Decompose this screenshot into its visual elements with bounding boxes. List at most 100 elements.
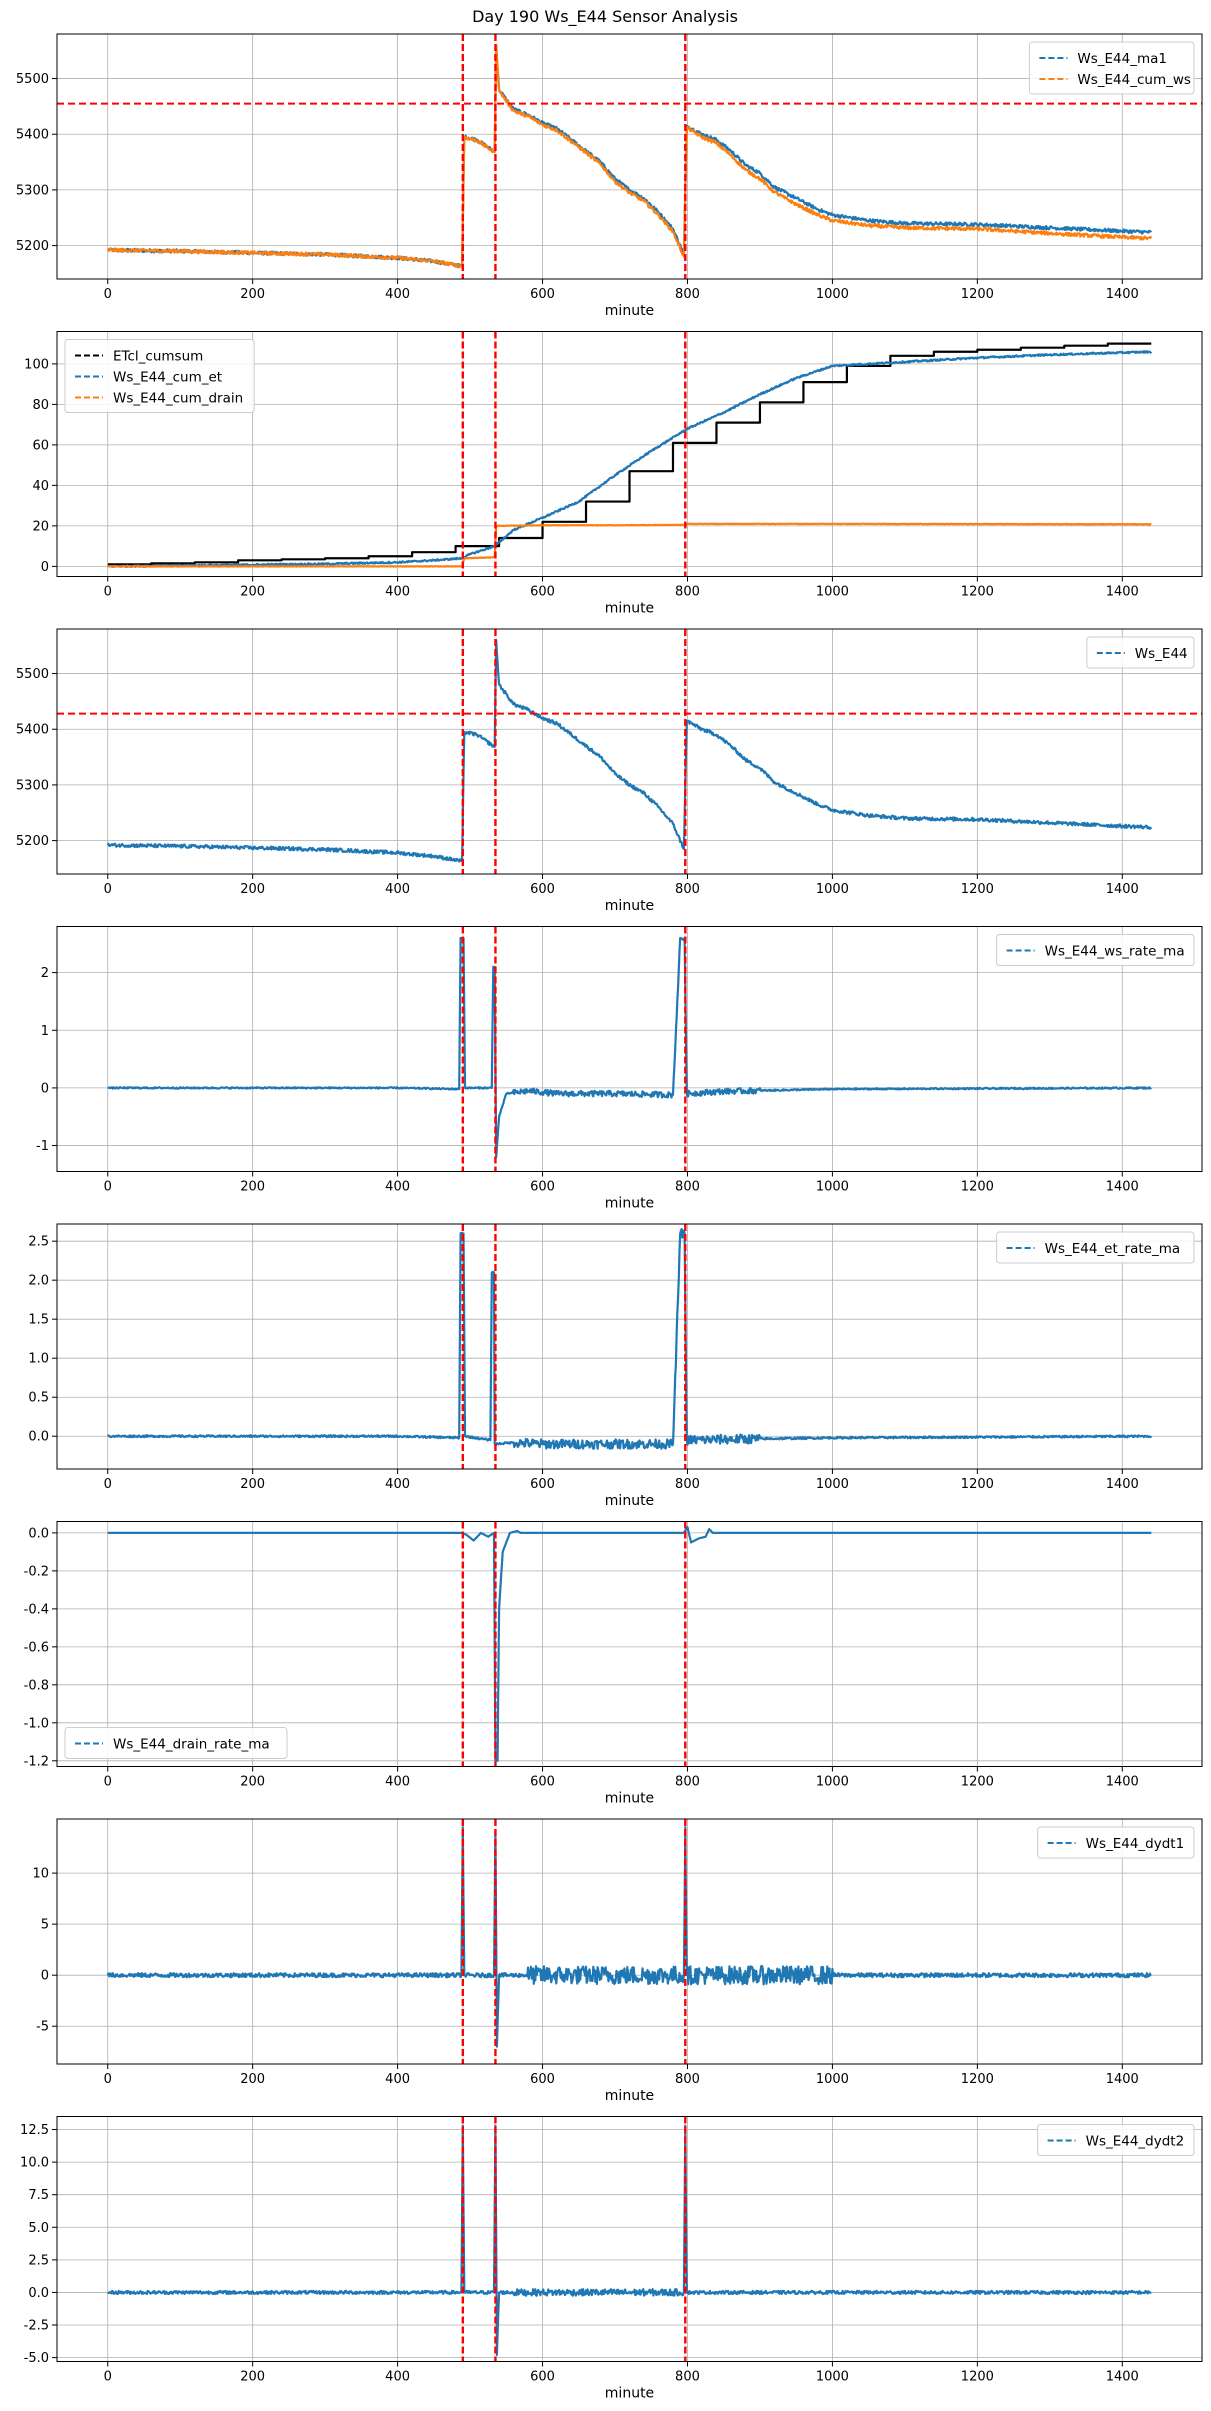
y-tick-label: 2.5 bbox=[28, 1235, 49, 1250]
y-tick-label: 5500 bbox=[16, 667, 49, 682]
series-line-Ws_E44_cum_ws bbox=[106, 44, 1153, 269]
x-tick-label: 400 bbox=[385, 1477, 410, 1492]
y-tick-label: 12.5 bbox=[20, 2123, 49, 2138]
legend: Ws_E44_drain_rate_ma bbox=[64, 1727, 288, 1759]
x-tick-label: 400 bbox=[385, 882, 410, 897]
plot-area bbox=[107, 331, 1153, 577]
y-tick-label: 0.5 bbox=[28, 1391, 49, 1406]
x-tick-label: 1400 bbox=[1106, 287, 1139, 302]
y-tick-label: 40 bbox=[32, 479, 49, 494]
figure-title: Day 190 Ws_E44 Sensor Analysis bbox=[472, 7, 738, 27]
y-tick-label: 5300 bbox=[16, 778, 49, 793]
x-tick-label: 1200 bbox=[961, 1477, 994, 1492]
y-tick-label: -1.0 bbox=[24, 1716, 49, 1731]
x-tick-label: 0 bbox=[104, 2072, 112, 2087]
axes-frame bbox=[56, 926, 1203, 1172]
y-tick-label: 2 bbox=[41, 966, 49, 981]
legend: ETcl_cumsum Ws_E44_cum_et Ws_E44_cum_drain bbox=[64, 339, 255, 413]
series-line-Ws_E44_dydt1 bbox=[106, 1826, 1152, 2048]
x-tick-label: 200 bbox=[240, 287, 265, 302]
y-tick-label: 0 bbox=[41, 1081, 49, 1096]
x-tick-label: 400 bbox=[385, 2072, 410, 2087]
x-tick-label: 400 bbox=[385, 2370, 410, 2385]
x-axis-label: minute bbox=[605, 1791, 654, 1807]
legend-box bbox=[1037, 1826, 1195, 1859]
x-tick-label: 1200 bbox=[961, 2370, 994, 2385]
y-tick-label: -0.2 bbox=[24, 1564, 49, 1579]
x-tick-label: 600 bbox=[530, 2370, 555, 2385]
y-tick-label: -5.0 bbox=[24, 2351, 49, 2366]
series-line-Ws_E44_drain_rate_ma bbox=[107, 1526, 1152, 1762]
legend-label: Ws_E44_drain_rate_ma bbox=[113, 1737, 270, 1753]
x-tick-label: 1000 bbox=[816, 287, 849, 302]
y-tick-label: 1.5 bbox=[28, 1313, 49, 1328]
legend-label: Ws_E44_dydt2 bbox=[1086, 2134, 1185, 2150]
series-line-Ws_E44_dydt2 bbox=[107, 2124, 1152, 2357]
x-tick-label: 0 bbox=[104, 1775, 112, 1790]
y-tick-label: 5.0 bbox=[28, 2221, 49, 2236]
x-tick-label: 1000 bbox=[816, 1775, 849, 1790]
y-tick-label: 2.5 bbox=[28, 2253, 49, 2268]
legend-box bbox=[1037, 2124, 1195, 2156]
series-line-Ws_E44_et_rate_ma bbox=[106, 1228, 1153, 1450]
x-tick-label: 800 bbox=[675, 585, 700, 600]
y-tick-label: 2.0 bbox=[28, 1274, 49, 1289]
x-tick-label: 200 bbox=[240, 585, 265, 600]
chart-panel-4: 0 200 400 600 800 1000 1200 1400 minute -1 0 1 2 Ws_E… bbox=[36, 926, 1203, 1212]
x-tick-label: 1400 bbox=[1106, 2370, 1139, 2385]
x-tick-label: 800 bbox=[675, 1775, 700, 1790]
y-tick-label: 20 bbox=[32, 519, 49, 534]
series-line-ETcl_cumsum bbox=[107, 342, 1152, 566]
legend-box bbox=[1028, 41, 1195, 95]
series-line-Ws_E44_ws_rate_ma bbox=[107, 936, 1152, 1159]
x-axis-label: minute bbox=[605, 2386, 654, 2402]
plot-area bbox=[107, 1521, 1152, 1767]
y-tick-label: -0.4 bbox=[24, 1602, 49, 1617]
chart-panel-7: 0 200 400 600 800 1000 1200 1400 minute -5 0 5 10 Ws_… bbox=[32, 1818, 1203, 2104]
legend: Ws_E44_et_rate_ma bbox=[996, 1231, 1195, 1264]
x-tick-label: 0 bbox=[104, 2370, 112, 2385]
x-tick-label: 1400 bbox=[1106, 1775, 1139, 1790]
series-line-Ws_E44_cum_drain bbox=[107, 522, 1152, 568]
y-tick-label: 7.5 bbox=[28, 2188, 49, 2203]
x-tick-label: 1000 bbox=[816, 2370, 849, 2385]
y-tick-label: 100 bbox=[24, 357, 49, 372]
x-tick-label: 800 bbox=[675, 1477, 700, 1492]
x-tick-label: 1400 bbox=[1106, 1477, 1139, 1492]
x-tick-label: 400 bbox=[385, 1775, 410, 1790]
y-tick-label: -2.5 bbox=[24, 2319, 49, 2334]
plot-area bbox=[107, 2116, 1152, 2362]
legend-label: Ws_E44_cum_drain bbox=[113, 391, 243, 407]
legend-box bbox=[996, 934, 1195, 966]
x-tick-label: 600 bbox=[530, 585, 555, 600]
axes-frame bbox=[56, 2116, 1203, 2362]
legend: Ws_E44_ma1 Ws_E44_cum_ws bbox=[1028, 41, 1195, 95]
x-axis-label: minute bbox=[605, 898, 654, 914]
x-axis-label: minute bbox=[605, 303, 654, 319]
plot-area bbox=[106, 1819, 1152, 2064]
legend: Ws_E44_ws_rate_ma bbox=[996, 934, 1195, 966]
y-tick-label: 10.0 bbox=[20, 2156, 49, 2171]
x-tick-label: 800 bbox=[675, 2370, 700, 2385]
x-tick-label: 1000 bbox=[816, 882, 849, 897]
x-tick-label: 200 bbox=[240, 882, 265, 897]
series-line-Ws_E44_cum_et bbox=[107, 350, 1153, 569]
x-tick-label: 200 bbox=[240, 2072, 265, 2087]
chart-panel-8: 0 200 400 600 800 1000 1200 1400 minute -5.0 -2.5 0… bbox=[20, 2116, 1203, 2402]
legend-label: Ws_E44_cum_ws bbox=[1077, 72, 1191, 88]
x-tick-label: 0 bbox=[104, 287, 112, 302]
y-tick-label: -1.2 bbox=[24, 1754, 49, 1769]
plot-area bbox=[57, 34, 1202, 279]
x-tick-label: 0 bbox=[104, 882, 112, 897]
x-tick-label: 600 bbox=[530, 882, 555, 897]
x-tick-label: 1200 bbox=[961, 2072, 994, 2087]
y-tick-label: 0.0 bbox=[28, 1430, 49, 1445]
y-tick-label: 0.0 bbox=[28, 2286, 49, 2301]
y-tick-label: 1 bbox=[41, 1024, 49, 1039]
x-tick-label: 0 bbox=[104, 1180, 112, 1195]
series-line-Ws_E44 bbox=[106, 639, 1153, 863]
axes-frame bbox=[56, 1818, 1203, 2065]
x-axis-label: minute bbox=[605, 1196, 654, 1212]
plot-area bbox=[106, 1224, 1153, 1469]
x-tick-label: 1200 bbox=[961, 287, 994, 302]
